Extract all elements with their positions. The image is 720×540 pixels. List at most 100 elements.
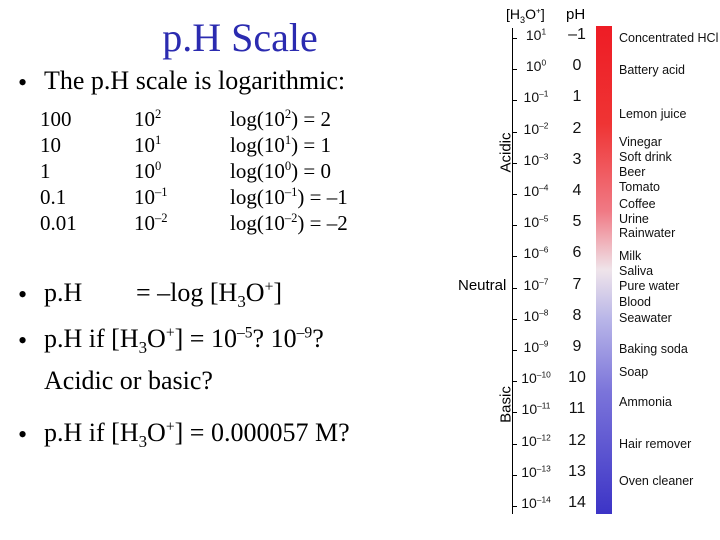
header-ph: pH bbox=[566, 6, 586, 23]
axis-tick bbox=[512, 38, 517, 39]
concentration-value: 10–13 bbox=[521, 463, 551, 480]
concentration-value: 101 bbox=[525, 26, 547, 43]
ph-value: 14 bbox=[568, 494, 586, 511]
axis-tick bbox=[512, 381, 517, 383]
ph-value: 2 bbox=[572, 119, 582, 137]
substance-label: Baking soda bbox=[619, 342, 688, 356]
substance-label: Beer bbox=[619, 165, 646, 179]
substance-label: Soap bbox=[619, 365, 649, 379]
log-value: log(10–2) = –2 bbox=[230, 211, 348, 235]
axis-tick bbox=[512, 506, 517, 507]
decimal-value: 100 bbox=[40, 107, 72, 131]
ph-value: 1 bbox=[572, 88, 582, 106]
axis-tick bbox=[512, 412, 517, 414]
question-acidic-basic: p.H if [H3O+] = 10–5? 10–9? bbox=[44, 324, 324, 358]
concentration-value: 10–12 bbox=[521, 431, 551, 449]
substance-label: Hair remover bbox=[619, 437, 692, 451]
ph-value: 8 bbox=[572, 306, 582, 324]
substance-label: Battery acid bbox=[619, 63, 686, 77]
axis-tick bbox=[512, 474, 517, 476]
ph-value: 4 bbox=[572, 182, 582, 199]
power-value: 10–1 bbox=[134, 185, 168, 209]
question-line2: Acidic or basic? bbox=[44, 366, 213, 395]
axis-tick bbox=[512, 443, 517, 445]
ph-value: 0 bbox=[572, 57, 582, 75]
axis-tick bbox=[512, 287, 517, 289]
ph-formula: = –log [H3O+] bbox=[136, 278, 283, 312]
ph-value: 5 bbox=[572, 213, 582, 231]
bullet-dot: • bbox=[18, 280, 28, 309]
axis-tick bbox=[512, 162, 517, 164]
decimal-value: 1 bbox=[40, 159, 51, 183]
ph-value: 6 bbox=[572, 244, 582, 262]
ph-value: 9 bbox=[572, 338, 582, 355]
decimal-value: 0.1 bbox=[40, 185, 67, 209]
bullet-dot: • bbox=[18, 68, 28, 97]
decimal-value: 10 bbox=[40, 133, 61, 157]
concentration-value: 10–1 bbox=[523, 88, 549, 106]
substance-label: Milk bbox=[619, 249, 642, 263]
concentration-value: 10–4 bbox=[523, 182, 549, 199]
axis-tick bbox=[512, 194, 517, 195]
substance-label: Soft drink bbox=[619, 150, 672, 164]
ph-value: 7 bbox=[572, 275, 582, 293]
substance-label: Coffee bbox=[619, 197, 656, 211]
concentration-value: 10–10 bbox=[521, 369, 551, 387]
substance-label: Blood bbox=[619, 295, 651, 309]
concentration-value: 10–7 bbox=[523, 275, 549, 293]
axis-tick bbox=[512, 256, 517, 258]
neutral-label: Neutral bbox=[458, 277, 507, 294]
substance-label: Pure water bbox=[619, 279, 680, 293]
substance-label: Vinegar bbox=[619, 135, 662, 149]
concentration-value: 10–3 bbox=[523, 151, 549, 168]
power-value: 100 bbox=[134, 159, 162, 183]
ph-color-bar bbox=[596, 26, 612, 514]
substance-label: Tomato bbox=[619, 180, 660, 194]
bullet-logarithmic: The p.H scale is logarithmic: bbox=[44, 66, 346, 95]
log-value: log(100) = 0 bbox=[230, 159, 331, 183]
substance-label: Oven cleaner bbox=[619, 474, 694, 488]
ph-value: 11 bbox=[568, 400, 586, 418]
question-concentration: p.H if [H3O+] = 0.000057 M? bbox=[44, 418, 350, 452]
axis-tick bbox=[512, 350, 517, 351]
ph-value: 10 bbox=[568, 369, 586, 387]
concentration-value: 10–11 bbox=[521, 400, 551, 418]
power-column: 102 101 100 10–1 10–2 bbox=[134, 106, 168, 236]
concentration-value: 10–5 bbox=[523, 213, 549, 231]
decimal-column: 100 10 1 0.1 0.01 bbox=[40, 106, 77, 236]
page-title: p.H Scale bbox=[162, 15, 318, 60]
log-value: log(10–1) = –1 bbox=[230, 185, 348, 209]
log-value: log(102) = 2 bbox=[230, 107, 331, 131]
concentration-value: 100 bbox=[525, 57, 547, 75]
basic-label: Basic bbox=[497, 386, 515, 423]
substance-label: Seawater bbox=[619, 311, 672, 325]
power-value: 101 bbox=[134, 133, 162, 157]
decimal-value: 0.01 bbox=[40, 211, 77, 235]
concentration-value: 10–2 bbox=[523, 119, 549, 137]
substance-label: Urine bbox=[619, 212, 649, 226]
concentration-value: 10–14 bbox=[521, 494, 551, 511]
concentration-value: 10–8 bbox=[523, 307, 549, 324]
ph-value: 12 bbox=[568, 431, 586, 449]
concentration-value: 10–6 bbox=[523, 244, 549, 262]
axis-tick bbox=[512, 69, 517, 71]
ph-label: p.H bbox=[44, 278, 83, 307]
substance-label: Ammonia bbox=[619, 395, 672, 409]
axis-line bbox=[512, 28, 513, 514]
concentration-value: 10–9 bbox=[523, 338, 549, 355]
substance-label: Rainwater bbox=[619, 226, 676, 240]
ph-value: 3 bbox=[572, 150, 582, 168]
axis-tick bbox=[512, 225, 517, 227]
axis-tick bbox=[512, 100, 517, 102]
substance-label: Concentrated HCl bbox=[619, 31, 719, 45]
header-concentration: [H3O+] bbox=[506, 5, 545, 25]
substance-label: Saliva bbox=[619, 264, 654, 278]
power-value: 10–2 bbox=[134, 211, 168, 235]
ph-value: –1 bbox=[568, 26, 586, 43]
axis-tick bbox=[512, 318, 517, 320]
ph-value: 13 bbox=[568, 462, 586, 480]
bullet-dot: • bbox=[18, 420, 28, 449]
power-value: 102 bbox=[134, 107, 162, 131]
log-value: log(101) = 1 bbox=[230, 133, 331, 157]
bullet-dot: • bbox=[18, 326, 28, 355]
